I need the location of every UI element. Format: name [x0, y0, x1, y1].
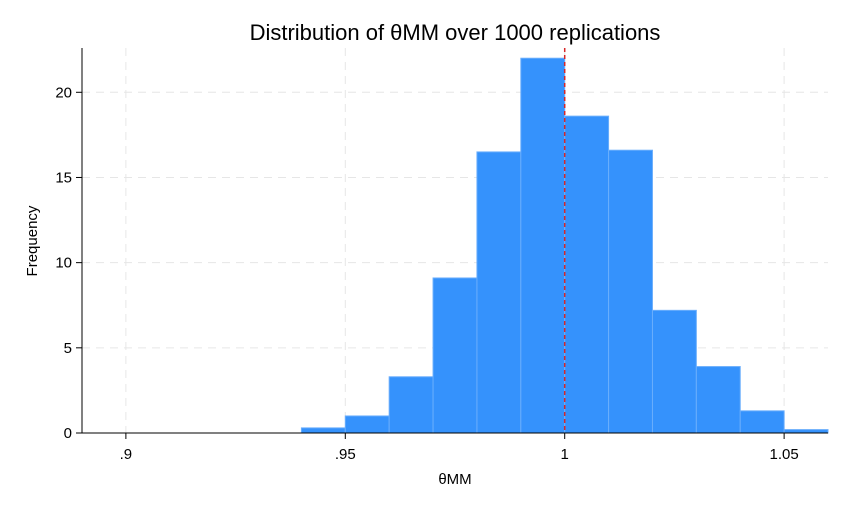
chart-title: Distribution of θMM over 1000 replicatio… — [250, 20, 661, 45]
histogram-bar — [783, 429, 829, 434]
y-tick-label: 0 — [64, 425, 72, 442]
x-tick-label: 1.05 — [770, 446, 799, 463]
histogram-bar — [564, 115, 610, 434]
gridlines — [82, 48, 828, 433]
histogram-bar — [476, 151, 522, 434]
y-axis-label: Frequency — [24, 205, 41, 276]
x-axis-label: θMM — [438, 471, 471, 488]
x-tick-label: 1 — [561, 446, 569, 463]
y-tick-label: 10 — [55, 255, 72, 272]
histogram-bar — [608, 149, 653, 434]
histogram-bar — [739, 410, 785, 434]
y-tick-label: 15 — [55, 169, 72, 186]
axes — [81, 48, 828, 434]
y-tick-label: 5 — [64, 340, 72, 357]
histogram-bar — [520, 57, 566, 434]
histogram-bar — [388, 376, 434, 434]
y-tick-label: 20 — [55, 84, 72, 101]
histogram-bar — [300, 427, 346, 434]
x-tick-label: .95 — [335, 446, 356, 463]
histogram-bar — [344, 415, 390, 434]
histogram-bar — [651, 309, 697, 434]
histogram-bar — [695, 366, 741, 434]
histogram-bar — [432, 277, 478, 434]
y-axis-ticks: 0 5 10 15 20 — [55, 84, 82, 442]
histogram-bars — [300, 57, 829, 434]
x-axis-ticks: .9 .95 1 1.05 — [120, 433, 799, 463]
x-tick-label: .9 — [120, 446, 133, 463]
